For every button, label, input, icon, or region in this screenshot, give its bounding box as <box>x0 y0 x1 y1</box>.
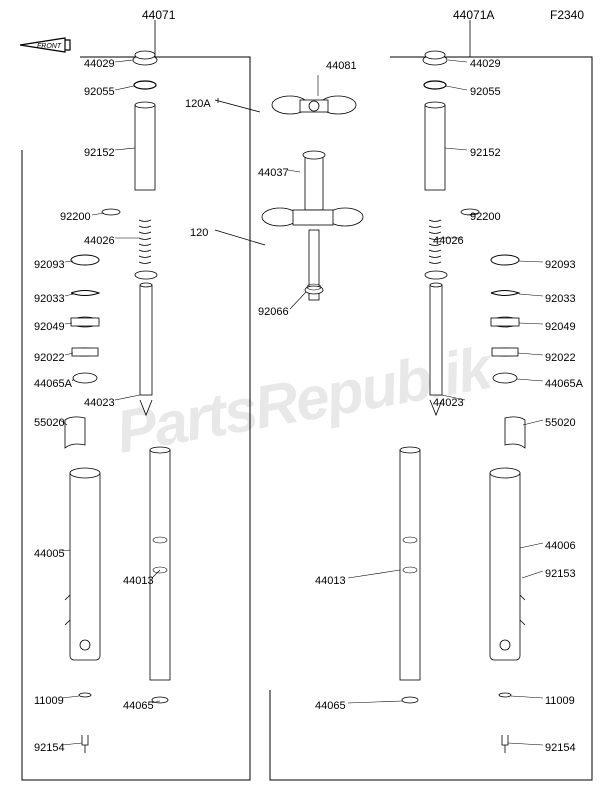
left-label-44029: 44029 <box>84 58 115 70</box>
left-label-11009: 11009 <box>34 695 64 707</box>
right-label-92093: 92093 <box>545 259 576 271</box>
header-right-assembly: 44071A <box>453 8 494 22</box>
right-label-92152: 92152 <box>470 147 501 159</box>
header-left-assembly: 44071 <box>142 8 175 22</box>
right-label-92022: 92022 <box>545 352 576 364</box>
right-label-11009: 11009 <box>545 695 575 707</box>
right-label-92153: 92153 <box>545 568 576 580</box>
header-figure-ref: F2340 <box>550 8 584 22</box>
left-label-44026: 44026 <box>84 235 115 247</box>
right-label-92049: 92049 <box>545 321 576 333</box>
right-label-55020: 55020 <box>545 417 576 429</box>
front-label: FRONT <box>37 43 62 50</box>
left-label-44065A: 44065A <box>34 378 72 390</box>
center-label-120: 120 <box>190 227 208 239</box>
left-label-92049: 92049 <box>34 321 65 333</box>
right-label-44006: 44006 <box>545 540 576 552</box>
right-label-92154: 92154 <box>545 742 576 754</box>
left-label-44065: 44065 <box>123 700 154 712</box>
center-label-120A: 120A <box>185 98 211 110</box>
center-label-44037: 44037 <box>258 167 289 179</box>
right-label-44013: 44013 <box>315 575 346 587</box>
left-label-92022: 92022 <box>34 352 65 364</box>
right-label-44065A: 44065A <box>545 378 583 390</box>
left-label-92093: 92093 <box>34 259 65 271</box>
left-label-92154: 92154 <box>34 742 65 754</box>
front-direction-indicator: FRONT <box>15 30 75 65</box>
center-label-44081: 44081 <box>326 60 357 72</box>
right-label-44023: 44023 <box>433 397 464 409</box>
right-label-92033: 92033 <box>545 293 576 305</box>
left-label-92152: 92152 <box>84 147 115 159</box>
left-label-44013: 44013 <box>123 575 154 587</box>
left-label-55020: 55020 <box>34 417 65 429</box>
left-label-92033: 92033 <box>34 293 65 305</box>
right-label-44029: 44029 <box>470 58 501 70</box>
right-label-92055: 92055 <box>470 86 501 98</box>
left-label-92200: 92200 <box>60 211 91 223</box>
right-label-44026: 44026 <box>433 235 464 247</box>
right-label-44065: 44065 <box>315 700 346 712</box>
left-label-44023: 44023 <box>84 397 115 409</box>
left-label-92055: 92055 <box>84 86 115 98</box>
left-label-44005: 44005 <box>34 548 65 560</box>
right-label-92200: 92200 <box>470 211 501 223</box>
center-label-92066: 92066 <box>258 306 289 318</box>
